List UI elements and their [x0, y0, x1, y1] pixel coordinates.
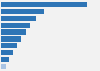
Bar: [1, 36, 21, 42]
Bar: [1, 50, 13, 55]
Bar: [1, 43, 17, 48]
Bar: [1, 57, 9, 62]
Bar: [1, 9, 44, 14]
Bar: [1, 16, 36, 21]
Bar: [1, 2, 87, 7]
Bar: [1, 64, 6, 69]
Bar: [1, 29, 26, 35]
Bar: [1, 23, 30, 28]
